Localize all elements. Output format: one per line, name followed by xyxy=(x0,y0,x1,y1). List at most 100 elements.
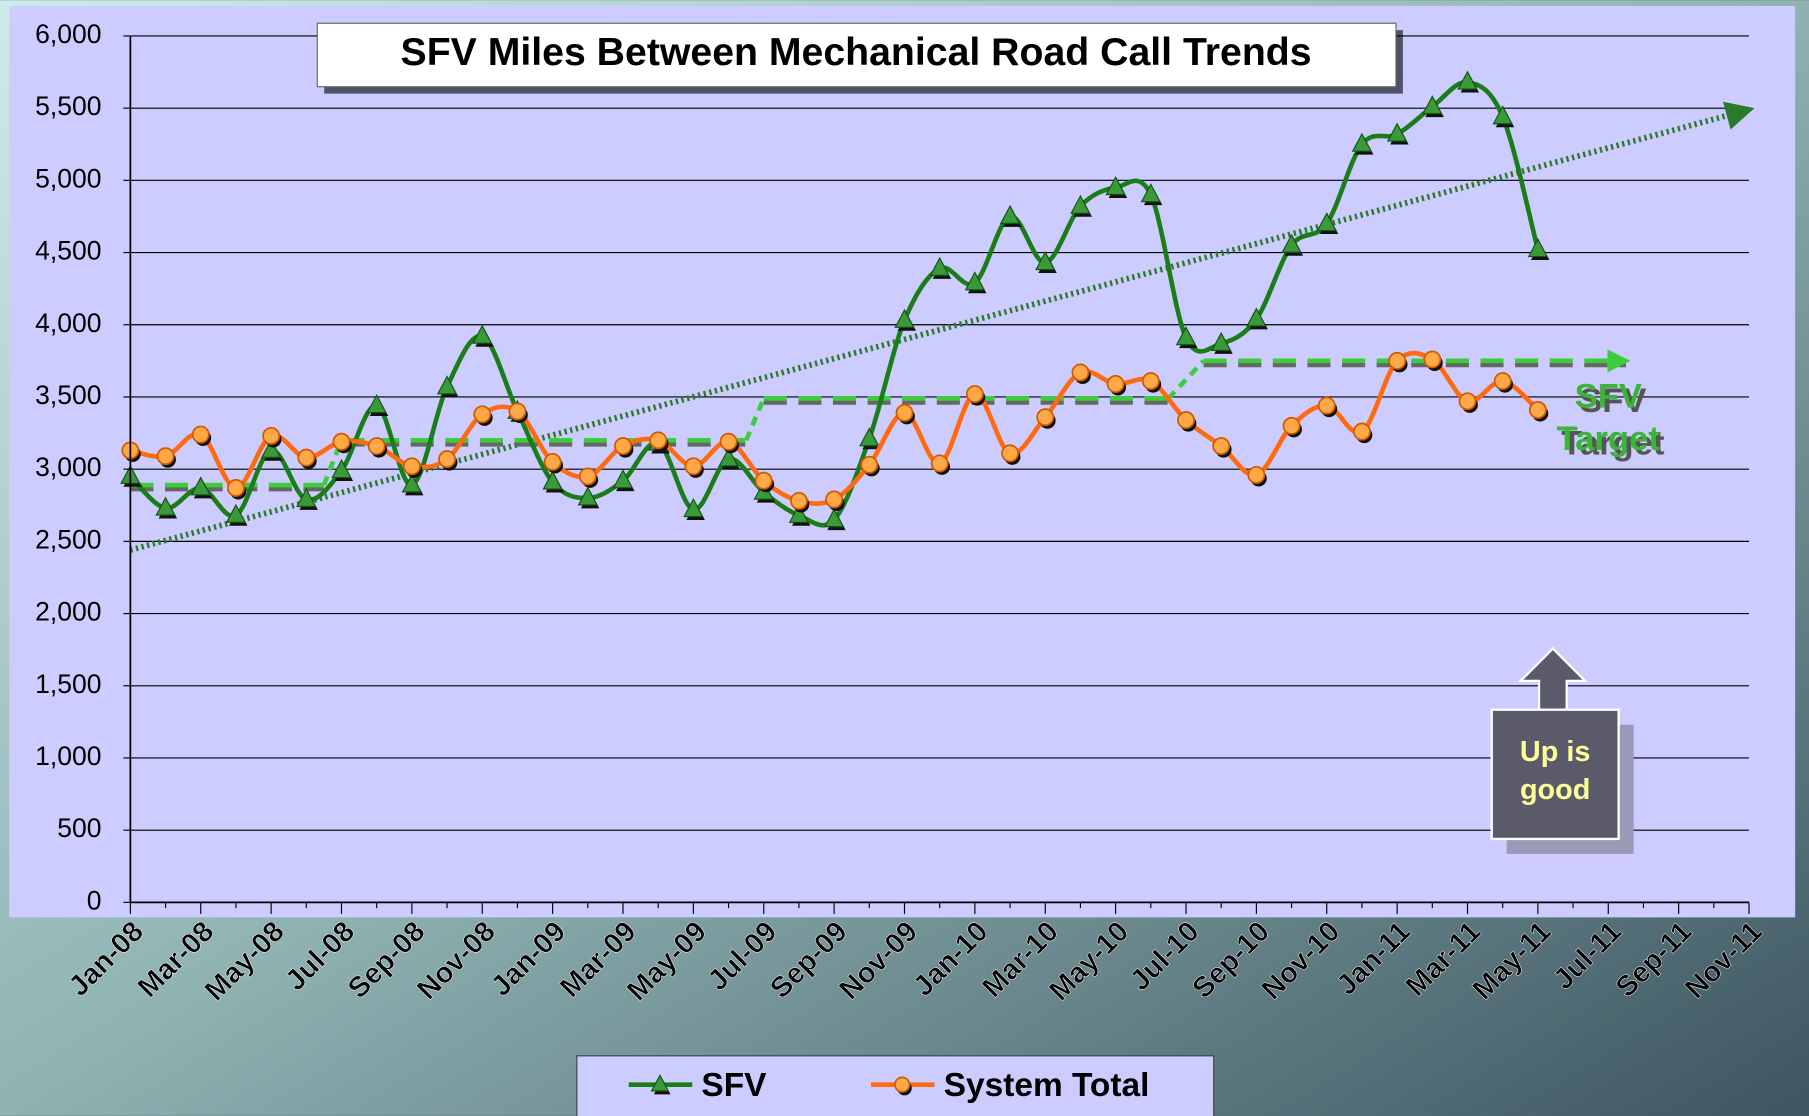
marker xyxy=(542,470,563,490)
legend: SFV System Total xyxy=(576,1055,1215,1116)
marker xyxy=(402,457,421,476)
marker xyxy=(1141,372,1160,391)
legend-label: System Total xyxy=(944,1067,1150,1104)
target-label: Target xyxy=(1557,420,1661,458)
y-tick-label: 4,500 xyxy=(35,236,101,266)
marker xyxy=(614,437,632,456)
annotation: Up is good xyxy=(1490,646,1634,854)
marker xyxy=(1247,466,1266,484)
marker xyxy=(1457,70,1478,90)
target-riser xyxy=(744,397,766,442)
title-box xyxy=(316,22,1397,88)
marker xyxy=(436,375,458,395)
y-tick-label: 6,000 xyxy=(35,19,101,49)
marker xyxy=(1316,212,1337,232)
marker xyxy=(438,450,456,468)
marker xyxy=(366,394,387,414)
marker xyxy=(895,403,914,422)
marker xyxy=(859,427,880,447)
target-riser xyxy=(1166,359,1206,400)
marker xyxy=(225,503,247,523)
marker xyxy=(155,496,176,516)
target-label-shadow: SFV xyxy=(1579,382,1646,420)
marker xyxy=(543,453,562,471)
marker xyxy=(929,256,950,276)
y-tick-label: 5,000 xyxy=(35,163,101,193)
chart-title: SFV Miles Between Mechanical Road Call T… xyxy=(401,30,1312,74)
marker xyxy=(260,438,282,458)
marker xyxy=(1527,238,1549,258)
marker xyxy=(297,448,316,467)
marker xyxy=(578,467,597,486)
marker xyxy=(684,457,703,476)
series-line xyxy=(129,350,1540,506)
marker xyxy=(965,385,984,404)
marker xyxy=(825,490,844,509)
y-tick-label: 4,000 xyxy=(35,308,101,338)
marker xyxy=(649,431,668,450)
marker xyxy=(331,459,352,479)
marker xyxy=(1423,350,1442,369)
annotation-arrow xyxy=(1517,646,1588,711)
marker xyxy=(1493,372,1512,391)
marker xyxy=(1175,326,1197,346)
marker xyxy=(789,491,808,510)
marker xyxy=(1246,307,1267,327)
y-tick-label: 0 xyxy=(87,885,102,915)
target-label-shadow: Target xyxy=(1561,425,1665,463)
marker xyxy=(823,508,845,528)
marker xyxy=(1492,105,1513,125)
marker xyxy=(1317,396,1336,415)
target-label: SFV xyxy=(1575,377,1642,415)
marker xyxy=(508,402,527,421)
marker xyxy=(1035,251,1056,271)
marker xyxy=(894,1076,911,1093)
marker xyxy=(1281,233,1302,253)
marker xyxy=(367,437,386,456)
marker xyxy=(1282,416,1301,435)
marker xyxy=(754,471,773,490)
marker xyxy=(296,487,317,507)
marker xyxy=(226,478,245,497)
y-tick-label: 500 xyxy=(57,813,101,843)
marker xyxy=(577,486,599,506)
marker xyxy=(1458,392,1477,411)
y-tick-label: 2,500 xyxy=(35,524,101,554)
marker xyxy=(1140,183,1162,203)
legend-label: SFV xyxy=(701,1067,767,1104)
y-tick-label: 2,000 xyxy=(35,597,101,627)
marker xyxy=(1388,351,1407,370)
series-layer xyxy=(120,70,1550,531)
marker xyxy=(860,455,879,474)
annotation-box xyxy=(1490,708,1620,841)
marker xyxy=(999,204,1021,224)
marker xyxy=(1212,437,1231,456)
marker xyxy=(788,503,810,523)
marker xyxy=(401,473,423,493)
marker xyxy=(1070,194,1091,214)
marker xyxy=(1106,375,1125,393)
marker xyxy=(332,432,351,451)
marker xyxy=(930,454,949,473)
marker xyxy=(1177,411,1195,430)
marker xyxy=(894,308,915,328)
marker xyxy=(190,476,211,496)
marker xyxy=(612,469,634,489)
marker xyxy=(156,447,175,466)
y-tick-label: 1,000 xyxy=(35,741,101,771)
marker xyxy=(1422,95,1443,115)
marker xyxy=(473,405,492,424)
annotation-text: Up is xyxy=(1520,736,1590,768)
marker xyxy=(719,432,738,451)
marker xyxy=(1386,122,1408,142)
marker xyxy=(683,497,704,518)
marker xyxy=(650,1074,670,1092)
trendline xyxy=(129,101,1755,553)
marker xyxy=(262,427,281,445)
marker xyxy=(1105,175,1126,196)
marker xyxy=(1001,444,1020,463)
marker xyxy=(964,271,986,291)
